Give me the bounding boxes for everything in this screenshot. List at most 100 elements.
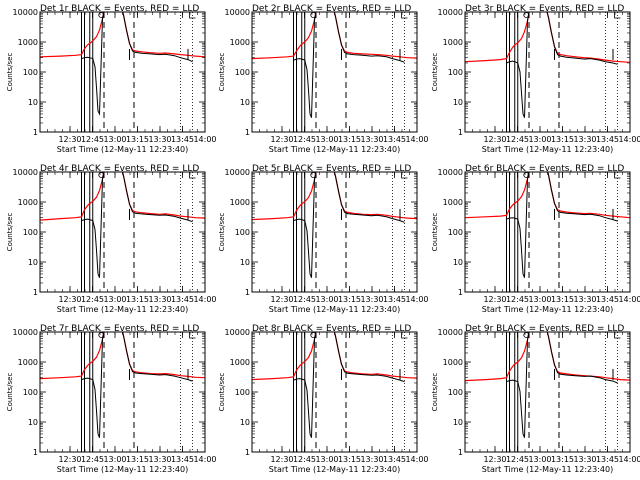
y-tick-label: 1000: [18, 38, 38, 47]
y-tick-label: 100: [448, 228, 463, 237]
y-tick-label: 10000: [13, 168, 38, 177]
y-tick-label: 1000: [443, 358, 463, 367]
y-tick-label: 100: [235, 228, 250, 237]
x-tick-label: 13:00: [528, 135, 551, 144]
x-tick-label: 13:45: [383, 135, 406, 144]
y-tick-label: 1: [33, 448, 38, 457]
y-tick-label: 100: [23, 228, 38, 237]
x-tick-label: 14:00: [193, 455, 216, 464]
x-tick-label: 14:00: [193, 135, 216, 144]
x-tick-label: 12:30: [483, 135, 506, 144]
plot-frame: [251, 171, 418, 293]
x-tick-label: 12:30: [58, 295, 81, 304]
y-tick-label: 10000: [225, 8, 250, 17]
x-tick-label: 13:15: [126, 455, 149, 464]
y-tick-label: 100: [448, 388, 463, 397]
y-axis-label: Counts/sec: [431, 53, 439, 92]
x-tick-label: 14:00: [405, 135, 428, 144]
x-tick-label: 12:45: [506, 295, 529, 304]
x-tick-label: 13:30: [360, 135, 383, 144]
y-tick-label: 10: [453, 418, 463, 427]
x-tick-label: 14:00: [193, 295, 216, 304]
panel-3: Det 3r BLACK = Events, RED = LLD 1 10 100 10…: [431, 4, 640, 154]
top-corner-marker: [189, 332, 196, 339]
plot-frame: [39, 331, 206, 453]
x-tick-label: 13:15: [551, 455, 574, 464]
x-axis-label: Start Time (12-May-11 12:23:40): [482, 145, 613, 154]
panel-title: Det 1r BLACK = Events, RED = LLD: [40, 4, 199, 14]
y-tick-label: 10: [453, 98, 463, 107]
panel-title: Det 7r BLACK = Events, RED = LLD: [40, 324, 199, 334]
x-tick-label: 13:45: [596, 295, 619, 304]
lld-series-line: [465, 172, 630, 219]
x-tick-label: 12:45: [506, 135, 529, 144]
x-axis-label: Start Time (12-May-11 12:23:40): [57, 305, 188, 314]
x-axis-label: Start Time (12-May-11 12:23:40): [482, 305, 613, 314]
plot-frame: [464, 331, 631, 453]
x-tick-label: 12:30: [483, 295, 506, 304]
top-corner-marker: [401, 172, 408, 179]
x-tick-label: 12:45: [293, 455, 316, 464]
panel-1: Det 1r BLACK = Events, RED = LLD 1 10 100 10…: [6, 4, 217, 154]
plot-area: [252, 172, 417, 292]
events-series-line: [293, 332, 405, 438]
y-tick-label: 100: [448, 68, 463, 77]
y-tick-label: 1: [245, 448, 250, 457]
x-tick-label: 13:15: [338, 135, 361, 144]
events-series-line: [506, 172, 618, 278]
x-tick-label: 12:45: [81, 295, 104, 304]
panel-title: Det 2r BLACK = Events, RED = LLD: [252, 4, 411, 14]
lld-series-line: [252, 172, 417, 221]
x-tick-label: 12:30: [270, 135, 293, 144]
y-tick-label: 10000: [225, 168, 250, 177]
panel-title: Det 5r BLACK = Events, RED = LLD: [252, 164, 411, 174]
panel-8: Det 8r BLACK = Events, RED = LLD 1 10 100 10…: [218, 324, 429, 474]
plot-area: [465, 12, 630, 132]
top-corner-marker: [614, 332, 621, 339]
x-tick-label: 13:00: [315, 455, 338, 464]
x-tick-label: 14:00: [618, 295, 640, 304]
x-tick-label: 13:45: [596, 135, 619, 144]
x-tick-label: 12:30: [58, 135, 81, 144]
y-tick-label: 10: [240, 258, 250, 267]
panel-7: Det 7r BLACK = Events, RED = LLD 1 10 100 10…: [6, 324, 217, 474]
y-tick-label: 1000: [230, 358, 250, 367]
x-tick-label: 13:15: [126, 295, 149, 304]
x-tick-label: 12:30: [270, 295, 293, 304]
x-tick-label: 13:15: [126, 135, 149, 144]
x-tick-label: 12:45: [293, 295, 316, 304]
top-corner-marker: [401, 332, 408, 339]
panel-title: Det 9r BLACK = Events, RED = LLD: [465, 324, 624, 334]
x-axis-label: Start Time (12-May-11 12:23:40): [269, 145, 400, 154]
y-tick-label: 100: [23, 388, 38, 397]
events-series-line: [293, 12, 405, 118]
plot-area: [40, 12, 205, 132]
y-tick-label: 1: [245, 288, 250, 297]
x-tick-label: 13:30: [148, 455, 171, 464]
x-tick-label: 13:45: [171, 295, 194, 304]
y-axis-label: Counts/sec: [218, 373, 226, 412]
y-axis-label: Counts/sec: [6, 213, 14, 252]
y-tick-label: 10000: [13, 328, 38, 337]
x-tick-label: 13:30: [148, 295, 171, 304]
y-axis-label: Counts/sec: [218, 53, 226, 92]
y-tick-label: 10: [240, 418, 250, 427]
x-tick-label: 13:45: [383, 455, 406, 464]
y-tick-label: 1: [458, 448, 463, 457]
x-tick-label: 13:00: [103, 135, 126, 144]
top-corner-marker: [189, 172, 196, 179]
x-tick-label: 13:00: [315, 135, 338, 144]
x-tick-label: 14:00: [405, 295, 428, 304]
x-tick-label: 12:45: [293, 135, 316, 144]
x-tick-label: 13:00: [103, 295, 126, 304]
y-axis-label: Counts/sec: [431, 213, 439, 252]
y-tick-label: 100: [235, 388, 250, 397]
y-tick-label: 10: [28, 258, 38, 267]
y-axis-label: Counts/sec: [6, 373, 14, 412]
lld-series-line: [465, 12, 630, 63]
events-series-line: [293, 172, 405, 278]
x-tick-label: 13:15: [551, 135, 574, 144]
plot-frame: [251, 331, 418, 453]
lld-series-line: [40, 12, 205, 58]
plot-area: [40, 332, 205, 452]
